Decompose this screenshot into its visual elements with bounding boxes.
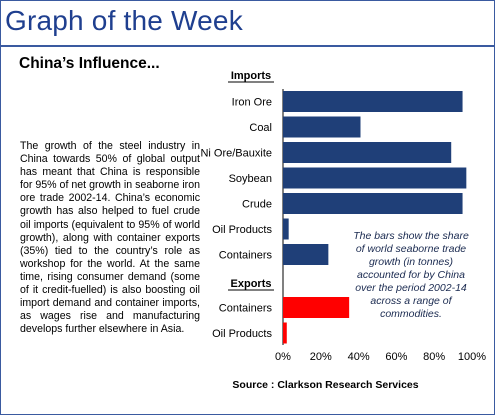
bar-imports-containers [283, 244, 329, 265]
bar-imports-coal [283, 116, 361, 138]
group-label-imports: Imports [231, 70, 271, 82]
bar-exports-containers [283, 297, 350, 318]
source-credit: Source : Clarkson Research Services [232, 379, 419, 391]
bar-imports-oil-products [283, 218, 289, 240]
category-label-oil-products: Oil Products [212, 328, 272, 340]
x-tick-label: 40% [348, 351, 370, 363]
category-label-ni-ore-bauxite: Ni Ore/Bauxite [200, 148, 272, 160]
chart-annotation: The bars show the share of world seaborn… [353, 230, 469, 320]
x-tick-label: 80% [423, 351, 445, 363]
category-label-containers: Containers [219, 303, 273, 315]
x-tick-label: 0% [275, 351, 291, 363]
bar-imports-ni-ore-bauxite [283, 142, 452, 163]
category-label-containers: Containers [219, 250, 273, 262]
x-tick-label: 100% [458, 351, 486, 363]
category-label-iron-ore: Iron Ore [232, 97, 272, 109]
title-divider [1, 45, 494, 47]
category-label-soybean: Soybean [229, 173, 272, 185]
page-title: Graph of the Week [5, 5, 243, 36]
body-paragraph: The growth of the steel industry in Chin… [20, 140, 200, 336]
category-label-oil-products: Oil Products [212, 224, 272, 236]
bar-imports-crude [283, 193, 463, 214]
bar-exports-oil-products [283, 322, 287, 344]
category-label-coal: Coal [249, 122, 272, 134]
x-tick-label: 60% [385, 351, 407, 363]
bar-imports-iron-ore [283, 91, 463, 112]
bar-imports-soybean [283, 167, 467, 189]
page-subtitle: China’s Influence... [19, 55, 160, 72]
group-label-exports: Exports [231, 278, 272, 290]
x-tick-label: 20% [310, 351, 332, 363]
category-label-crude: Crude [242, 199, 272, 211]
